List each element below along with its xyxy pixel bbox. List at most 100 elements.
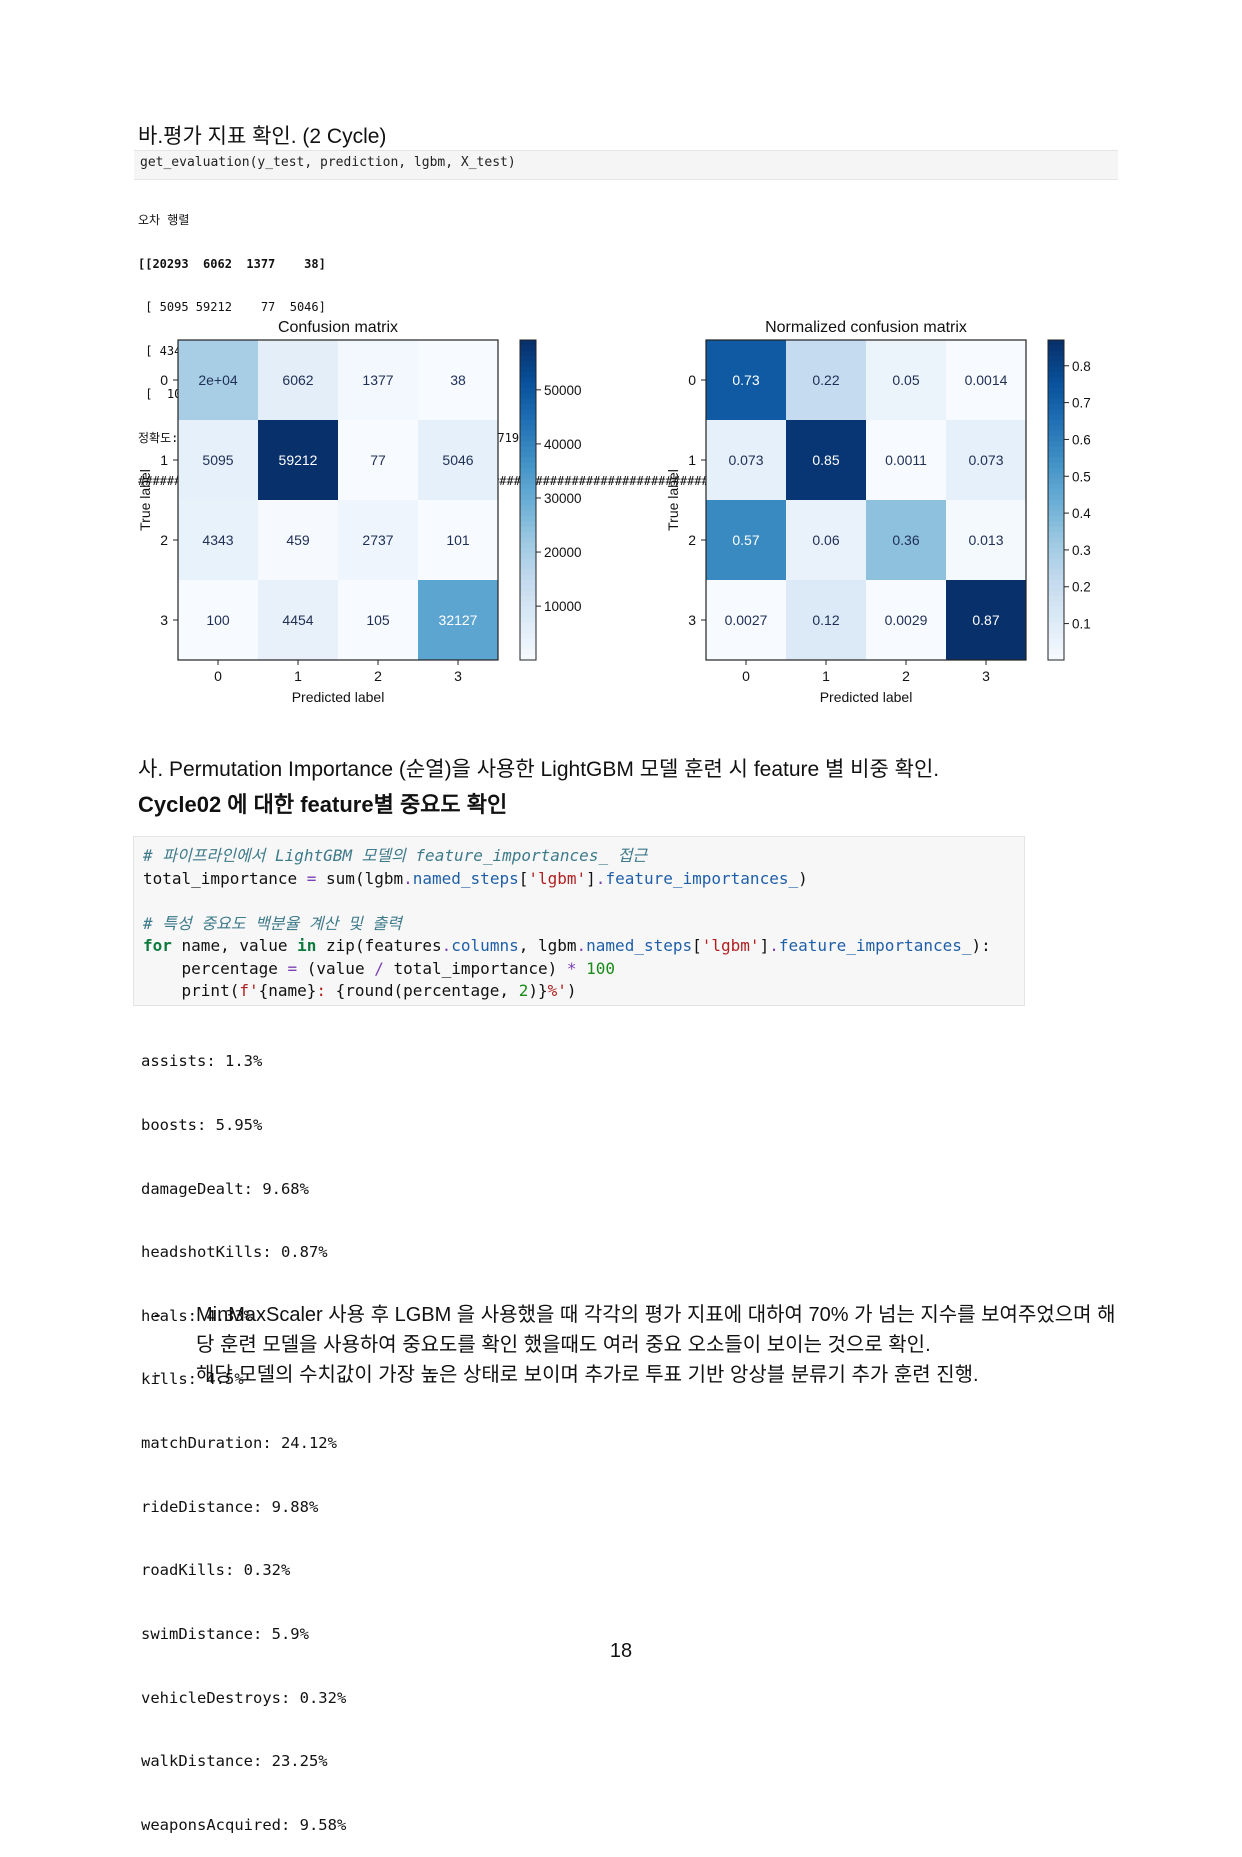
colorbar-segment	[1048, 382, 1064, 389]
cell-label: 0.0027	[725, 612, 768, 628]
chart-title: Confusion matrix	[278, 319, 398, 336]
cell-label: 4343	[202, 532, 233, 548]
colorbar-tick-label: 0.3	[1072, 543, 1091, 558]
eval-call-code: get_evaluation(y_test, prediction, lgbm,…	[140, 155, 516, 170]
colorbar-segment	[1048, 457, 1064, 464]
importance-line: rideDistance: 9.88%	[141, 1497, 319, 1516]
colorbar-segment	[1048, 489, 1064, 496]
colorbar-segment	[1048, 622, 1064, 629]
importance-line: roadKills: 0.32%	[141, 1561, 291, 1580]
code-comment: # 파이프라인에서 LightGBM 모델의 feature_importanc…	[143, 846, 648, 865]
colorbar-segment	[520, 452, 536, 458]
x-tick-label: 3	[454, 668, 462, 684]
colorbar-segment	[520, 516, 536, 522]
bullet-dash: -	[154, 1304, 161, 1326]
colorbar-segment	[520, 420, 536, 426]
importance-line: headshotKills: 0.87%	[141, 1243, 328, 1262]
colorbar-segment	[520, 617, 536, 624]
heatmap-cell	[706, 500, 787, 581]
heatmap-cell	[338, 340, 419, 421]
colorbar-segment	[1048, 345, 1064, 352]
cell-label: 38	[450, 372, 466, 388]
colorbar-segment	[520, 404, 536, 410]
cell-label: 0.0029	[885, 612, 928, 628]
colorbar-segment	[1048, 420, 1064, 426]
colorbar-segment	[1048, 644, 1064, 650]
colorbar-segment	[1048, 388, 1064, 394]
y-tick-label: 1	[160, 452, 168, 468]
colorbar-segment	[520, 638, 536, 645]
colorbar-tick-label: 0.2	[1072, 580, 1091, 595]
colorbar-segment	[520, 510, 536, 517]
heatmap-cell	[786, 420, 867, 501]
importance-line: assists: 1.3%	[141, 1052, 263, 1071]
cell-label: 0.73	[732, 372, 759, 388]
colorbar-segment	[520, 430, 536, 437]
x-tick-label: 0	[742, 668, 750, 684]
colorbar-segment	[1048, 601, 1064, 608]
code-cell-eval-call: get_evaluation(y_test, prediction, lgbm,…	[134, 150, 1118, 180]
cell-label: 0.013	[968, 532, 1003, 548]
importance-output: assists: 1.3% boosts: 5.95% damageDealt:…	[141, 1009, 346, 1857]
heatmap-cell	[786, 500, 867, 581]
heatmap-cell	[786, 340, 867, 421]
y-tick-label: 1	[688, 452, 696, 468]
colorbar-tick-label: 0.1	[1072, 617, 1091, 632]
heatmap-cell	[258, 580, 339, 661]
colorbar-segment	[520, 537, 536, 544]
colorbar-segment	[1048, 596, 1064, 602]
colorbar-segment	[520, 468, 536, 474]
heatmap-cell	[258, 420, 339, 501]
y-tick-label: 2	[688, 532, 696, 548]
colorbar-segment	[520, 585, 536, 592]
colorbar-segment	[1048, 574, 1064, 581]
colorbar-segment	[520, 356, 536, 362]
colorbar-segment	[1048, 468, 1064, 474]
colorbar-segment	[520, 558, 536, 565]
colorbar-segment	[1048, 361, 1064, 368]
colorbar-segment	[520, 361, 536, 368]
colorbar-segment	[520, 622, 536, 629]
importance-line: weaponsAcquired: 9.58%	[141, 1815, 347, 1834]
colorbar-segment	[520, 414, 536, 421]
output-line: [[20293 6062 1377 38]	[138, 256, 326, 271]
cell-label: 5095	[202, 452, 233, 468]
colorbar-segment	[1048, 398, 1064, 405]
colorbar-segment	[520, 425, 536, 432]
colorbar-tick-label: 40000	[544, 437, 582, 452]
colorbar-segment	[520, 372, 536, 378]
colorbar-segment	[520, 606, 536, 613]
colorbar-segment	[1048, 606, 1064, 613]
cell-label: 0.87	[972, 612, 999, 628]
colorbar-segment	[520, 596, 536, 602]
colorbar-tick-label: 50000	[544, 383, 582, 398]
colorbar-segment	[520, 532, 536, 538]
colorbar-frame	[1047, 339, 1065, 661]
colorbar-segment	[1048, 409, 1064, 416]
colorbar-segment	[520, 590, 536, 597]
heatmap-cell	[946, 580, 1027, 661]
colorbar-segment	[1048, 590, 1064, 597]
chart-title: Normalized confusion matrix	[765, 319, 967, 336]
colorbar-segment	[1048, 532, 1064, 538]
colorbar-segment	[1048, 484, 1064, 490]
cell-label: 0.06	[812, 532, 839, 548]
colorbar-segment	[520, 569, 536, 576]
colorbar-tick-label: 20000	[544, 545, 582, 560]
colorbar-segment	[1048, 638, 1064, 645]
colorbar-segment	[520, 398, 536, 405]
heatmap-cell	[706, 420, 787, 501]
colorbar-segment	[1048, 473, 1064, 480]
heatmap-cell	[418, 340, 499, 421]
colorbar-segment	[1048, 617, 1064, 624]
heatmap-cell	[946, 340, 1027, 421]
cell-label: 32127	[439, 612, 478, 628]
plot-frame	[177, 339, 499, 661]
colorbar-segment	[1048, 478, 1064, 485]
colorbar-segment	[1048, 505, 1064, 512]
colorbar-segment	[520, 473, 536, 480]
importance-line: walkDistance: 23.25%	[141, 1752, 328, 1771]
colorbar-segment	[520, 489, 536, 496]
colorbar-segment	[520, 580, 536, 586]
